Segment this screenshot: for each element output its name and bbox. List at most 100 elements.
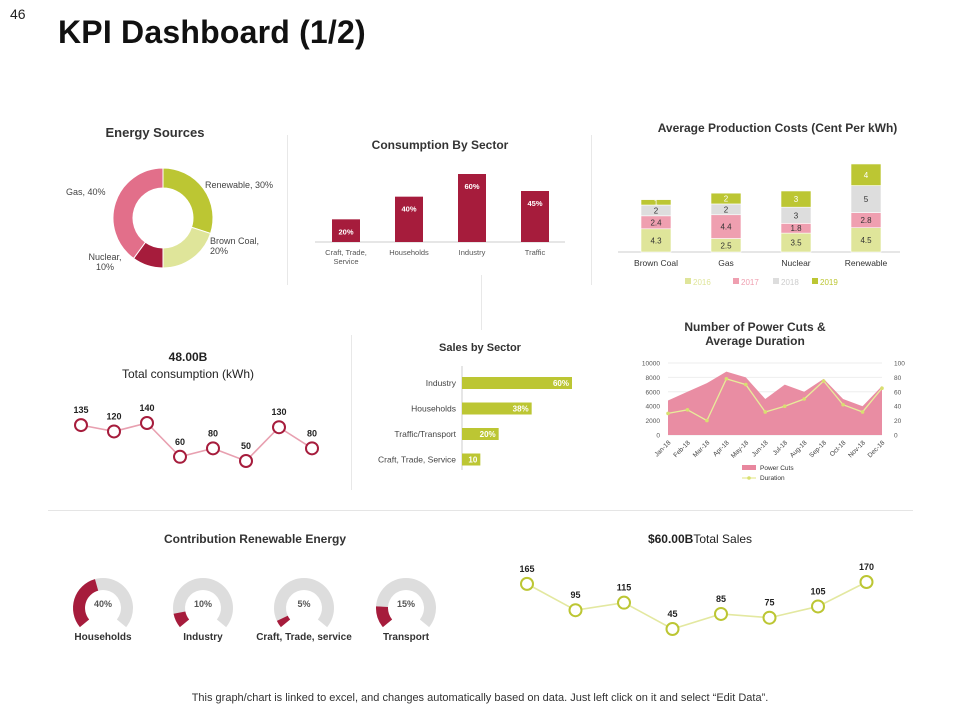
duration-point bbox=[821, 379, 826, 383]
legend-swatch bbox=[773, 278, 779, 284]
y2-tick-label: 100 bbox=[894, 361, 905, 368]
segment-data-label: 4.4 bbox=[720, 223, 732, 232]
stacked-segment bbox=[850, 185, 882, 213]
consumption-title: Consumption By Sector bbox=[371, 138, 509, 152]
segment-data-label: 2.4 bbox=[650, 218, 662, 227]
data-point bbox=[811, 599, 825, 614]
legend-label: 2019 bbox=[820, 278, 838, 287]
x-tick-label: Households bbox=[389, 248, 429, 257]
donut-label: Gas, 40% bbox=[66, 187, 106, 197]
data-label: 140 bbox=[139, 403, 154, 413]
gauge-fill bbox=[173, 611, 190, 628]
gauge-label: Craft, Trade, service bbox=[256, 632, 352, 643]
duration-point bbox=[744, 382, 748, 387]
sales-sector-title: Sales by Sector bbox=[439, 342, 521, 354]
bar-data-label: 40% bbox=[401, 205, 416, 214]
power-cuts-chart: 0 2000 4000 6000 8000 10000 0 20 40 60 80 100 Jan-18… bbox=[642, 361, 905, 483]
energy-sources-chart: Renewable, 30% Brown Coal, 20% Nuclear, 10% G… bbox=[66, 167, 273, 272]
data-point bbox=[305, 441, 319, 456]
sales-sector-chart: 60% Industry 38% Households 20% Traffic/Trans… bbox=[378, 366, 572, 470]
legend-label: Power Cuts bbox=[760, 465, 794, 472]
data-point bbox=[617, 595, 631, 610]
data-label: 120 bbox=[106, 411, 121, 421]
area-power-cuts bbox=[668, 371, 882, 435]
data-point bbox=[714, 606, 728, 621]
data-point bbox=[239, 454, 253, 468]
gauge-fill bbox=[276, 615, 291, 628]
data-point bbox=[74, 418, 88, 433]
y2-tick-label: 40 bbox=[894, 404, 902, 411]
legend-label: Duration bbox=[760, 475, 785, 482]
donut-label: Renewable, 30% bbox=[205, 180, 273, 190]
legend-label: 2018 bbox=[781, 278, 799, 287]
gauge-fill bbox=[375, 606, 393, 628]
data-point bbox=[859, 575, 874, 589]
data-label: 50 bbox=[241, 441, 251, 451]
stacked-segment bbox=[710, 192, 742, 205]
power-cuts-title: Number of Power Cuts & Average Duration bbox=[684, 320, 826, 348]
y-tick-label: Households bbox=[411, 404, 456, 414]
duration-point bbox=[724, 377, 729, 381]
y2-tick-label: 80 bbox=[894, 375, 902, 382]
page-title: KPI Dashboard (1/2) bbox=[58, 14, 366, 50]
total-sales-label: Total Sales bbox=[693, 532, 753, 546]
gauge-track bbox=[173, 578, 234, 628]
y-tick-label: Traffic/Transport bbox=[394, 429, 456, 439]
total-consumption-chart: 135 120 140 60 80 50 130 80 bbox=[73, 403, 319, 468]
total-sales-heading: $60.00BTotal Sales bbox=[600, 532, 800, 546]
total-consumption-label: Total consumption (kWh) bbox=[121, 367, 255, 381]
segment-data-label: 2 bbox=[724, 195, 729, 204]
x-tick-label: Mar-18 bbox=[692, 439, 712, 459]
divider bbox=[287, 135, 288, 285]
bar-data-label: 20% bbox=[480, 430, 496, 439]
x-tick-label: Nuclear bbox=[781, 258, 810, 268]
data-label: 60 bbox=[175, 437, 185, 447]
footer-note: This graph/chart is linked to excel, and… bbox=[191, 692, 769, 704]
page-number: 46 bbox=[10, 6, 26, 22]
gauge-value: 10% bbox=[194, 599, 212, 609]
duration-point bbox=[782, 404, 787, 408]
data-label: 45 bbox=[667, 609, 677, 619]
stacked-segment bbox=[640, 199, 672, 206]
donut-label: Brown Coal, 20% bbox=[210, 236, 259, 256]
x-tick-label: Apr-18 bbox=[712, 439, 731, 458]
data-label: 165 bbox=[519, 564, 534, 574]
duration-point bbox=[802, 397, 806, 401]
gauge-label: Transport bbox=[383, 632, 430, 643]
consumption-chart: 20% Craft, Trade, Service 40% Households 60% I… bbox=[315, 174, 565, 266]
bar bbox=[462, 402, 532, 415]
x-tick-label: Feb-18 bbox=[672, 439, 692, 459]
stacked-segment bbox=[850, 163, 882, 186]
segment-data-label: 3.5 bbox=[790, 239, 802, 248]
gauge-value: 5% bbox=[297, 599, 310, 609]
x-tick-label: Sep-18 bbox=[808, 439, 828, 459]
energy-sources-title: Energy Sources bbox=[105, 125, 205, 140]
bar bbox=[458, 174, 486, 242]
segment-data-label: 5 bbox=[864, 195, 869, 204]
line-duration bbox=[667, 378, 883, 422]
y2-tick-label: 0 bbox=[894, 433, 898, 440]
y1-tick-label: 10000 bbox=[642, 361, 660, 368]
x-tick-label: Jun-18 bbox=[751, 439, 770, 458]
segment-data-label: 3 bbox=[794, 195, 799, 204]
donut-slice-renewable bbox=[162, 167, 214, 235]
total-consumption-value: 48.00B bbox=[168, 350, 208, 364]
data-label: 85 bbox=[716, 594, 726, 604]
bar bbox=[332, 219, 360, 242]
data-point bbox=[520, 576, 534, 591]
gauge-value: 15% bbox=[397, 599, 415, 609]
segment-data-label: 2.5 bbox=[720, 241, 732, 250]
gauge-track bbox=[375, 578, 436, 628]
x-tick-label: Jan-18 bbox=[653, 439, 672, 458]
y1-tick-label: 6000 bbox=[646, 389, 661, 396]
legend-swatch bbox=[747, 476, 751, 480]
data-label: 115 bbox=[617, 583, 632, 593]
duration-point bbox=[666, 411, 670, 416]
contribution-title: Contribution Renewable Energy bbox=[163, 532, 346, 546]
duration-point bbox=[841, 402, 845, 407]
divider bbox=[48, 510, 913, 511]
bar-data-label: 45% bbox=[527, 199, 542, 208]
segment-data-label: 4.3 bbox=[650, 236, 662, 245]
donut-slice-brown-coal bbox=[162, 226, 212, 269]
y-tick-label: Craft, Trade, Service bbox=[378, 455, 456, 465]
